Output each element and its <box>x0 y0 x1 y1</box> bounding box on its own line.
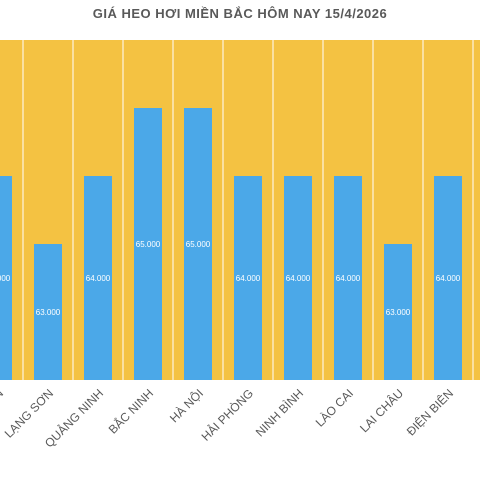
data-label: 64.000 <box>0 274 11 283</box>
x-tick-label: BẮC NINH <box>105 386 156 437</box>
data-label: 64.000 <box>236 274 261 283</box>
data-label: 64.000 <box>286 274 311 283</box>
data-label: 65.000 <box>186 240 211 249</box>
data-label: 63.000 <box>36 308 61 317</box>
data-label: 63.000 <box>386 308 411 317</box>
x-tick-label: ĐIỆN BIÊN <box>403 386 456 439</box>
bar <box>134 108 162 380</box>
x-tick-label: NINH BÌNH <box>252 386 306 440</box>
x-tick-label: ĐIỆN <box>0 386 6 417</box>
x-tick-label: LAI CHÂU <box>356 386 406 436</box>
x-tick-label: LẠNG SƠN <box>2 386 56 440</box>
data-label: 64.000 <box>436 274 461 283</box>
bar <box>384 244 412 380</box>
bar <box>234 176 262 380</box>
data-label: 64.000 <box>336 274 361 283</box>
data-label: 65.000 <box>136 240 161 249</box>
bar <box>34 244 62 380</box>
x-tick-label: HẢI PHÒNG <box>198 386 256 444</box>
bar <box>84 176 112 380</box>
bar <box>0 176 12 380</box>
bar <box>184 108 212 380</box>
bar <box>434 176 462 380</box>
data-label: 64.000 <box>86 274 111 283</box>
bar <box>284 176 312 380</box>
chart-title: GIÁ HEO HƠI MIỀN BẮC HÔM NAY 15/4/2026 <box>92 6 388 21</box>
bar <box>334 176 362 380</box>
x-tick-label: LÀO CAI <box>312 386 356 430</box>
x-tick-label: HÀ NỘI <box>166 386 206 426</box>
